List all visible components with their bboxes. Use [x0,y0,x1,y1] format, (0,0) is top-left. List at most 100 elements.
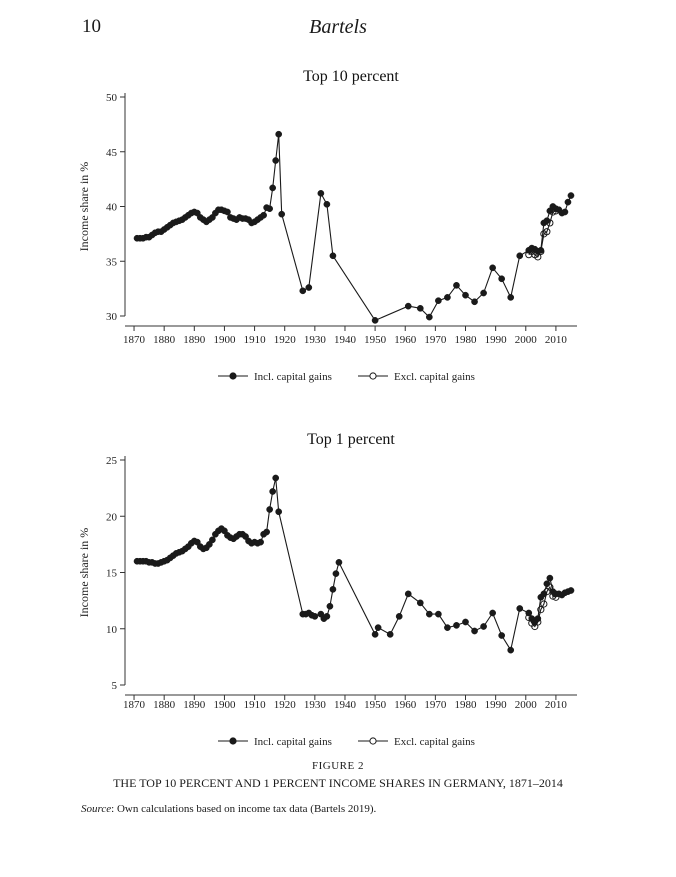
y-tick-label: 50 [106,92,118,104]
incl-data-point [395,613,403,620]
source-text: : Own calculations based on income tax d… [111,803,377,815]
incl-data-point [444,624,451,631]
incl-data-point [299,287,307,295]
incl-data-point [489,264,496,272]
incl-data-point [317,190,325,197]
x-tick-label: 1900 [213,334,236,346]
chart-2: Top 1 percent Income share in % 5 10 15 20 25 1… [77,431,577,748]
series-line-incl [137,477,572,652]
excl-data-point [540,600,548,608]
incl-data-point [266,506,273,513]
y-tick-label: 25 [106,455,118,467]
y-axis-label: Income share in % [77,528,91,618]
incl-data-point [260,211,267,219]
incl-data-point [278,210,286,218]
y-tick-label: 10 [106,624,118,636]
legend-label: Excl. capital gains [394,371,475,383]
incl-data-point [507,294,515,301]
x-tick-label: 1990 [485,334,508,346]
incl-data-point [462,291,469,299]
incl-data-point [374,624,382,631]
y-tick-label: 40 [106,202,118,214]
incl-data-point [326,602,334,610]
y-tick-label: 5 [112,680,118,692]
excl-data-point [534,253,542,261]
legend-marker-filled [229,372,237,380]
x-tick-label: 1920 [274,699,297,711]
x-tick-label: 1970 [424,334,447,346]
incl-data-point [416,599,424,607]
excl-data-point [546,583,554,591]
x-tick-label: 1960 [394,699,417,711]
x-tick-label: 1880 [153,334,176,346]
incl-data-point [269,184,277,192]
incl-data-point [564,198,572,206]
excl-data-point [525,613,533,622]
x-tick-label: 1910 [244,334,267,346]
x-tick-label: 1980 [455,334,478,346]
x-tick-label: 1950 [364,699,387,711]
incl-data-point [546,574,554,582]
incl-data-point [305,284,313,291]
incl-data-point [404,590,412,598]
incl-data-point [507,646,515,654]
page-number: 10 [82,16,101,37]
excl-data-point [546,219,554,227]
incl-data-point [275,130,283,138]
y-tick-label: 20 [106,511,118,523]
x-tick-label: 1870 [123,699,146,711]
incl-data-point [516,252,524,260]
incl-data-point [462,618,469,626]
incl-data-point [567,192,575,199]
x-tick-label: 1890 [183,699,206,711]
x-tick-label: 1950 [364,334,387,346]
incl-data-point [435,610,442,618]
chart-title: Top 10 percent [303,68,399,85]
incl-data-point [329,586,337,593]
series-line-incl [137,134,572,322]
chart-1: Top 10 percent Income share in % 30 35 40 45 5… [77,68,577,383]
incl-data-point [516,605,524,612]
legend-label: Excl. capital gains [394,736,475,748]
incl-data-point [263,528,270,536]
excl-data-point [549,592,557,600]
excl-data-point [543,228,551,236]
incl-data-point [425,610,433,618]
incl-data-point [311,613,319,620]
incl-data-point [224,208,231,216]
excl-data-point [534,618,542,626]
x-tick-label: 1970 [424,699,447,711]
x-tick-label: 1880 [153,699,176,711]
incl-data-point [480,623,487,630]
incl-data-point [257,538,264,546]
x-tick-label: 2010 [545,699,568,711]
series-line-excl [528,210,557,258]
incl-data-point [269,488,277,495]
source-note: Source: Own calculations based on income… [81,803,376,815]
x-tick-label: 1980 [455,699,478,711]
figure-title: THE TOP 10 PERCENT AND 1 PERCENT INCOME … [113,776,563,790]
source-label: Source [81,803,112,815]
legend-marker-open [369,737,377,745]
y-tick-label: 45 [106,147,118,159]
legend-marker-open [369,372,377,380]
running-head: Bartels [309,16,367,38]
incl-data-point [453,281,460,289]
incl-data-point [329,252,337,260]
y-tick-label: 15 [106,568,118,580]
incl-data-point [332,570,340,577]
x-tick-label: 1910 [244,699,267,711]
incl-data-point [425,313,433,321]
legend-label: Incl. capital gains [254,736,332,748]
incl-data-point [489,609,496,617]
x-tick-label: 2000 [515,334,538,346]
incl-data-point [498,632,506,639]
x-tick-label: 1930 [304,334,327,346]
incl-data-point [323,613,331,620]
excl-data-point [552,207,560,215]
x-tick-label: 1930 [304,699,327,711]
x-tick-label: 2010 [545,334,568,346]
incl-data-point [567,587,575,594]
x-tick-label: 1870 [123,334,146,346]
x-tick-label: 1890 [183,334,206,346]
